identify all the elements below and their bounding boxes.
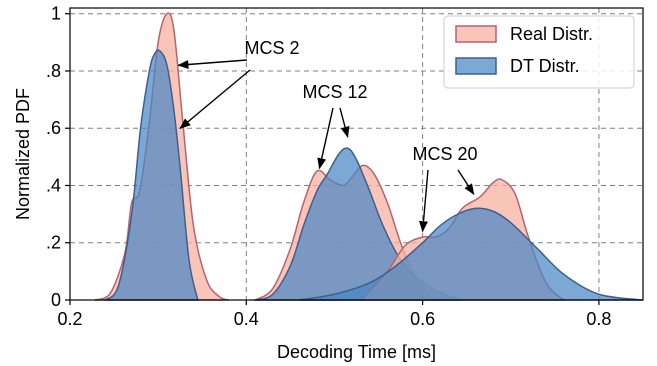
y-tick-label: .6	[46, 118, 61, 138]
x-tick-label: 0.8	[586, 309, 611, 329]
x-tick-label: 0.2	[57, 309, 82, 329]
dt-distr-area-3	[299, 207, 644, 301]
y-tick-label: .4	[46, 175, 61, 195]
plot-frame	[69, 7, 644, 301]
annotation-label: MCS 12	[302, 82, 367, 102]
y-tick-label: 1	[51, 4, 61, 24]
annotation-arrow	[339, 107, 350, 138]
legend-swatch	[455, 25, 497, 43]
legend-entry: Real Distr.	[510, 24, 593, 44]
dt-distr-area-1	[103, 49, 199, 301]
annotation-arrow	[419, 169, 429, 233]
legend-entry: DT Distr.	[510, 56, 580, 76]
legend-swatch	[455, 57, 497, 75]
y-tick-label: .8	[46, 61, 61, 81]
annotation-arrow	[177, 59, 248, 69]
series-layer	[94, 12, 644, 301]
annotation-arrow	[457, 169, 475, 196]
annotation-label: MCS 20	[412, 144, 477, 164]
annotation-arrow	[317, 107, 334, 170]
legend: Real Distr. DT Distr.	[443, 15, 635, 89]
x-tick-label: 0.6	[410, 309, 435, 329]
ticks-layer: 0.2 0.4 0.6 0.80.2.4.6.81	[46, 4, 611, 329]
annotation-layer: MCS 2 MCS 12 MCS 20	[177, 38, 478, 233]
y-axis-label: Normalized PDF	[13, 88, 33, 220]
annotation-label: MCS 2	[244, 38, 299, 58]
x-axis-label: Decoding Time [ms]	[277, 342, 436, 362]
x-tick-label: 0.4	[234, 309, 259, 329]
y-tick-label: 0	[51, 290, 61, 310]
y-tick-label: .2	[46, 233, 61, 253]
annotation-arrow	[179, 69, 251, 129]
